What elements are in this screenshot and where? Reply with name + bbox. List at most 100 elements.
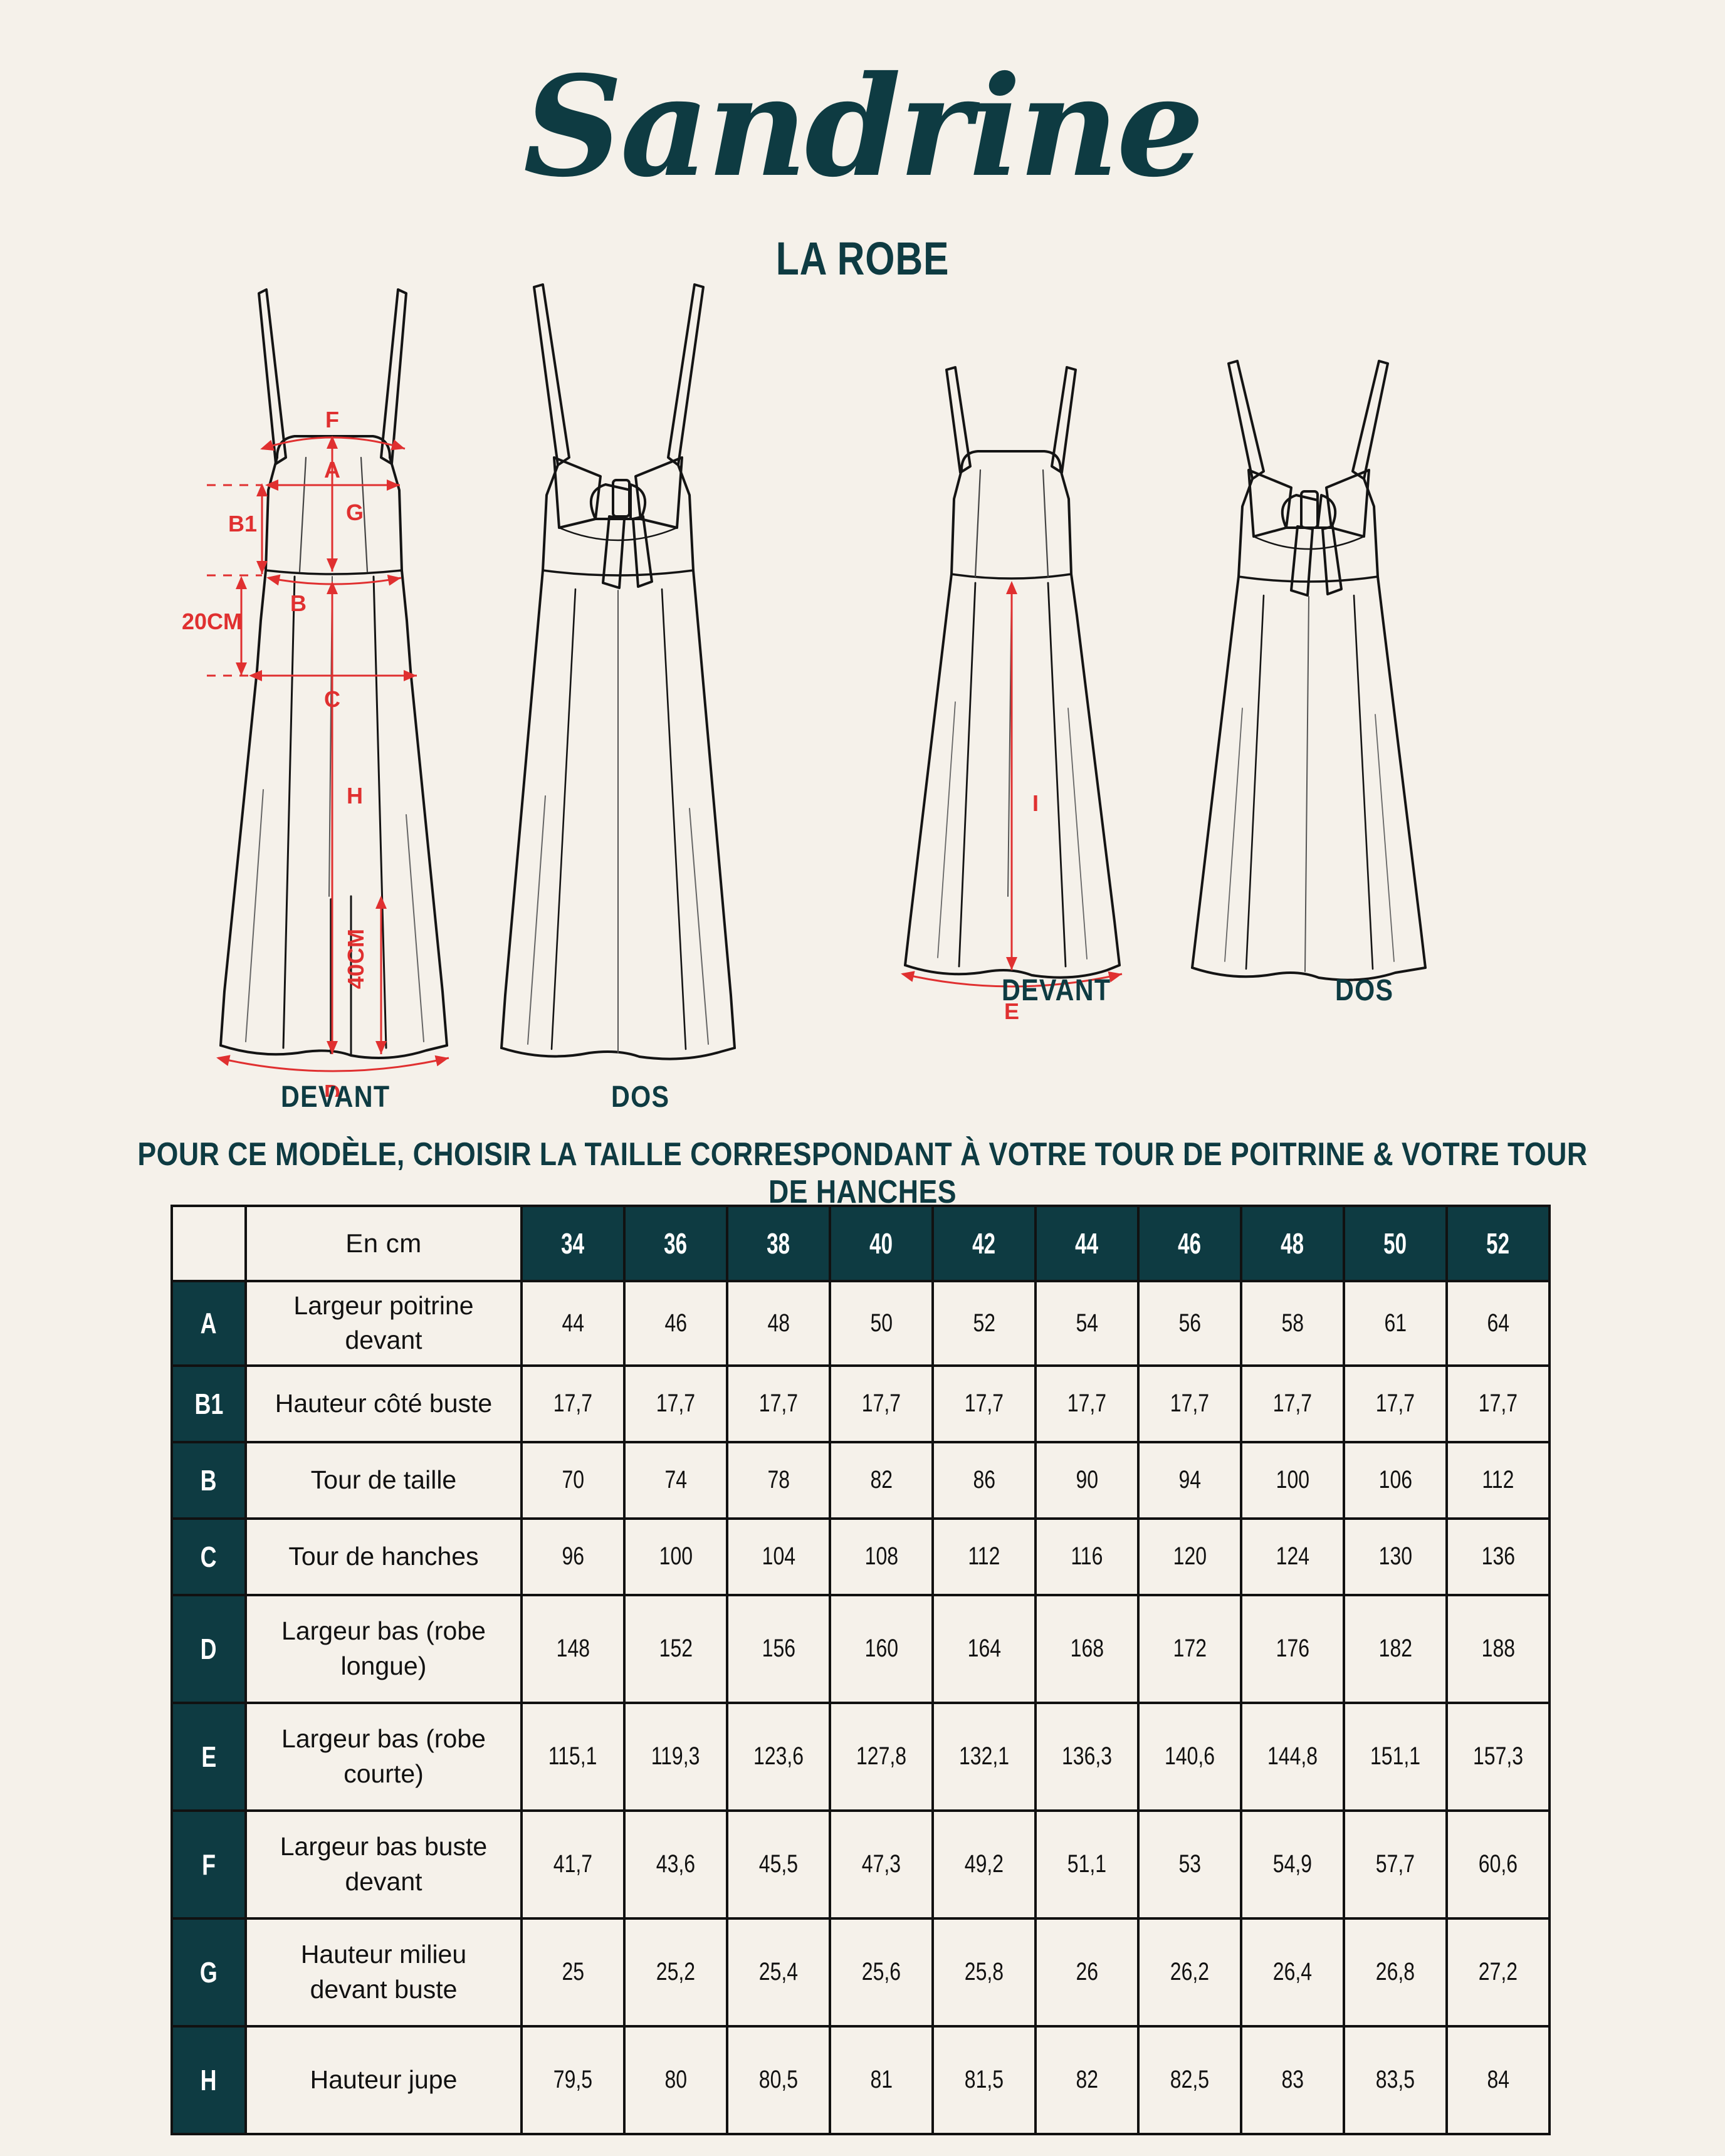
cell-A-34: 44 (520, 1280, 626, 1367)
cell-E-34: 115,1 (520, 1701, 626, 1812)
row-label: Tour de taille (244, 1440, 523, 1520)
cell-B1-36: 17,7 (623, 1364, 728, 1443)
cell-G-44: 26 (1034, 1917, 1140, 2028)
cell-D-48: 176 (1240, 1593, 1345, 1704)
table-row: A Largeur poitrine devant 44 46 48 50 52 54 56 58… (170, 1280, 1551, 1367)
page-title: Sandrine (523, 45, 1205, 207)
cell-B1-38: 17,7 (726, 1364, 831, 1443)
measure-label-A: A (324, 457, 340, 483)
cell-E-38: 123,6 (726, 1701, 831, 1812)
table-row: E Largeur bas (robe courte) 115,1 119,3 123,… (170, 1701, 1551, 1812)
cell-B-42: 86 (931, 1440, 1037, 1520)
cell-D-46: 172 (1137, 1593, 1242, 1704)
cell-D-42: 164 (931, 1593, 1037, 1704)
measure-label-20cm: 20CM (182, 609, 242, 634)
row-letter-A: A (170, 1280, 247, 1367)
measure-label-C: C (324, 686, 340, 712)
row-letter-B1: B1 (170, 1364, 247, 1443)
cell-B1-40: 17,7 (829, 1364, 934, 1443)
cell-A-52: 64 (1445, 1280, 1551, 1367)
size-header-48: 48 (1240, 1205, 1345, 1282)
cell-F-48: 54,9 (1240, 1809, 1345, 1920)
table-row: C Tour de hanches 96 100 104 108 112 116 120 124 1… (170, 1517, 1551, 1596)
cell-F-38: 45,5 (726, 1809, 831, 1920)
cell-F-50: 57,7 (1343, 1809, 1448, 1920)
size-header-40: 40 (829, 1205, 934, 1282)
cell-A-36: 46 (623, 1280, 728, 1367)
cell-A-42: 52 (931, 1280, 1037, 1367)
cell-A-44: 54 (1034, 1280, 1140, 1367)
measure-label-G: G (346, 500, 364, 525)
cell-D-38: 156 (726, 1593, 831, 1704)
cell-E-46: 140,6 (1137, 1701, 1242, 1812)
cell-C-34: 96 (520, 1517, 626, 1596)
row-label: Hauteur milieu devant buste (244, 1917, 523, 2028)
cell-E-50: 151,1 (1343, 1701, 1448, 1812)
size-header-36: 36 (623, 1205, 728, 1282)
cell-B-44: 90 (1034, 1440, 1140, 1520)
cell-E-36: 119,3 (623, 1701, 728, 1812)
cell-B1-52: 17,7 (1445, 1364, 1551, 1443)
cell-A-38: 48 (726, 1280, 831, 1367)
cell-H-40: 81 (829, 2024, 934, 2135)
cell-G-36: 25,2 (623, 1917, 728, 2028)
cell-H-46: 82,5 (1137, 2024, 1242, 2135)
cell-H-34: 79,5 (520, 2024, 626, 2135)
cell-F-46: 53 (1137, 1809, 1242, 1920)
cell-B1-48: 17,7 (1240, 1364, 1345, 1443)
table-row: F Largeur bas buste devant 41,7 43,6 45,5 47,… (170, 1809, 1551, 1920)
cell-H-36: 80 (623, 2024, 728, 2135)
row-letter-D: D (170, 1593, 247, 1704)
measure-label-H: H (347, 783, 363, 808)
cell-D-44: 168 (1034, 1593, 1140, 1704)
cell-H-38: 80,5 (726, 2024, 831, 2135)
cell-H-44: 82 (1034, 2024, 1140, 2135)
cell-C-40: 108 (829, 1517, 934, 1596)
cell-F-42: 49,2 (931, 1809, 1037, 1920)
header-blank-cell (170, 1205, 247, 1282)
cell-G-50: 26,8 (1343, 1917, 1448, 2028)
cell-B1-50: 17,7 (1343, 1364, 1448, 1443)
cell-C-52: 136 (1445, 1517, 1551, 1596)
size-header-38: 38 (726, 1205, 831, 1282)
table-row: B1 Hauteur côté buste 17,7 17,7 17,7 17,7 17,7… (170, 1364, 1551, 1443)
size-header-50: 50 (1343, 1205, 1448, 1282)
caption-long-dress-back: DOS (611, 1081, 670, 1114)
cell-G-48: 26,4 (1240, 1917, 1345, 2028)
cell-F-36: 43,6 (623, 1809, 728, 1920)
cell-H-48: 83 (1240, 2024, 1345, 2135)
caption-short-dress-front: DEVANT (1002, 974, 1111, 1007)
size-header-52: 52 (1445, 1205, 1551, 1282)
cell-D-34: 148 (520, 1593, 626, 1704)
cell-F-44: 51,1 (1034, 1809, 1140, 1920)
table-row: D Largeur bas (robe longue) 148 152 156 160 16… (170, 1593, 1551, 1704)
row-label: Hauteur jupe (244, 2024, 523, 2135)
cell-E-48: 144,8 (1240, 1701, 1345, 1812)
cell-G-40: 25,6 (829, 1917, 934, 2028)
size-table-body: A Largeur poitrine devant 44 46 48 50 52 54 56 58… (170, 1280, 1551, 2135)
measure-label-D: D (324, 1080, 340, 1097)
cell-B-46: 94 (1137, 1440, 1242, 1520)
row-label: Largeur poitrine devant (244, 1280, 523, 1367)
cell-C-38: 104 (726, 1517, 831, 1596)
cell-B-38: 78 (726, 1440, 831, 1520)
cell-A-46: 56 (1137, 1280, 1242, 1367)
cell-B1-34: 17,7 (520, 1364, 626, 1443)
measure-label-40cm: 40CM (343, 929, 369, 989)
cell-C-46: 120 (1137, 1517, 1242, 1596)
row-label: Largeur bas (robe longue) (244, 1593, 523, 1704)
cell-D-52: 188 (1445, 1593, 1551, 1704)
cell-D-50: 182 (1343, 1593, 1448, 1704)
size-header-46: 46 (1137, 1205, 1242, 1282)
size-table-head: En cm 34 36 38 40 42 44 46 48 50 52 (170, 1205, 1551, 1282)
cell-E-40: 127,8 (829, 1701, 934, 1812)
cell-B1-42: 17,7 (931, 1364, 1037, 1443)
row-label: Largeur bas (robe courte) (244, 1701, 523, 1812)
measure-label-E: E (1004, 998, 1019, 1024)
page-subtitle: LA ROBE (775, 233, 950, 285)
measure-label-I: I (1032, 790, 1039, 816)
sizing-instruction: POUR CE MODÈLE, CHOISIR LA TAILLE CORRES… (0, 1136, 1725, 1211)
cell-A-50: 61 (1343, 1280, 1448, 1367)
cell-B-50: 106 (1343, 1440, 1448, 1520)
